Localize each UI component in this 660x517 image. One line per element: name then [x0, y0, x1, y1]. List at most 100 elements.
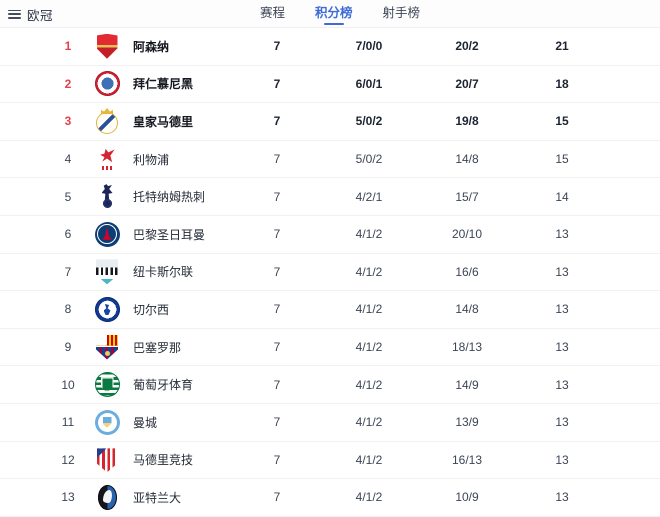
played-cell: 7 [273, 114, 281, 129]
chelsea-logo [94, 296, 120, 322]
team-name: 利物浦 [133, 152, 170, 167]
team-name: 托特纳姆热刺 [133, 190, 206, 205]
points-cell: 13 [555, 415, 569, 430]
team-name: 阿森纳 [133, 39, 170, 54]
table-row[interactable]: 13 亚特兰大 7 4/1/2 10/9 13 [0, 479, 660, 517]
goals-cell: 14/8 [455, 302, 479, 317]
goals-cell: 16/6 [455, 264, 479, 279]
record-cell: 5/0/2 [355, 152, 383, 167]
goals-cell: 13/9 [455, 415, 479, 430]
atalanta-logo [97, 484, 117, 510]
atletico-logo [96, 448, 118, 473]
played-cell: 7 [273, 340, 281, 355]
table-row[interactable]: 8 切尔西 7 4/1/2 14/8 13 [0, 291, 660, 329]
team-name: 马德里竞技 [133, 453, 194, 468]
team-name: 曼城 [133, 415, 158, 430]
record-cell: 4/1/2 [355, 302, 383, 317]
rank-cell: 9 [64, 340, 72, 355]
record-cell: 4/1/2 [355, 415, 383, 430]
table-row[interactable]: 12 马德里竞技 7 4/1/2 16/13 13 [0, 441, 660, 480]
goals-cell: 14/9 [455, 377, 479, 392]
played-cell: 7 [273, 39, 281, 54]
record-cell: 6/0/1 [355, 76, 383, 91]
rank-cell: 8 [64, 302, 72, 317]
table-row[interactable]: 3 皇家马德里 7 5/0/2 19/8 15 [0, 103, 660, 141]
table-row[interactable]: 7 纽卡斯尔联 7 4/1/2 16/6 13 [0, 253, 660, 292]
real-logo [96, 111, 118, 134]
table-row[interactable]: 10 葡萄牙体育 7 4/1/2 14/9 13 [0, 366, 660, 404]
bayern-logo [94, 71, 120, 97]
record-cell: 4/1/2 [355, 340, 383, 355]
sporting-logo [94, 372, 120, 398]
record-cell: 4/1/2 [355, 227, 383, 242]
points-cell: 14 [555, 189, 569, 204]
rank-cell: 5 [64, 189, 72, 204]
tab-schedule[interactable]: 赛程 [260, 6, 286, 20]
table-row[interactable]: 2 拜仁慕尼黑 7 6/0/1 20/7 18 [0, 65, 660, 104]
newcastle-logo [96, 259, 118, 285]
tab-standings[interactable]: 积分榜 [313, 0, 355, 28]
rank-cell: 6 [64, 227, 72, 242]
barca-logo [96, 334, 118, 360]
team-name: 巴塞罗那 [133, 340, 182, 355]
top-bar: 欧冠 赛程 积分榜 射手榜 [0, 0, 660, 28]
goals-cell: 16/13 [451, 452, 483, 467]
arsenal-logo [96, 33, 118, 59]
goals-cell: 19/8 [455, 114, 479, 129]
points-cell: 18 [555, 76, 569, 91]
team-name: 巴黎圣日耳曼 [133, 227, 206, 242]
record-cell: 4/1/2 [355, 452, 383, 467]
goals-cell: 20/7 [455, 76, 479, 91]
table-row[interactable]: 5 托特纳姆热刺 7 4/2/1 15/7 14 [0, 178, 660, 216]
points-cell: 13 [555, 227, 569, 242]
hamburger-menu-icon[interactable] [8, 9, 21, 19]
goals-cell: 20/2 [455, 39, 479, 54]
table-row[interactable]: 11 曼城 7 4/1/2 13/9 13 [0, 403, 660, 442]
played-cell: 7 [273, 189, 281, 204]
points-cell: 13 [555, 377, 569, 392]
played-cell: 7 [273, 490, 281, 505]
played-cell: 7 [273, 264, 281, 279]
rank-cell: 1 [64, 39, 72, 54]
team-name: 拜仁慕尼黑 [133, 77, 194, 92]
rank-cell: 4 [64, 152, 72, 167]
league-title: 欧冠 [27, 8, 54, 23]
table-row[interactable]: 1 阿森纳 7 7/0/0 20/2 21 [0, 28, 660, 66]
league-menu[interactable]: 欧冠 [8, 0, 53, 28]
rank-cell: 13 [61, 490, 75, 505]
rank-cell: 2 [64, 76, 72, 91]
record-cell: 4/1/2 [355, 490, 383, 505]
played-cell: 7 [273, 377, 281, 392]
team-name: 皇家马德里 [133, 114, 194, 129]
points-cell: 21 [555, 39, 569, 54]
tab-scorers[interactable]: 射手榜 [382, 6, 421, 20]
played-cell: 7 [273, 227, 281, 242]
points-cell: 13 [555, 340, 569, 355]
rank-cell: 7 [64, 264, 72, 279]
psg-logo [94, 221, 120, 247]
rank-cell: 12 [61, 452, 75, 467]
played-cell: 7 [273, 415, 281, 430]
points-cell: 13 [555, 302, 569, 317]
rank-cell: 3 [64, 114, 72, 129]
rank-cell: 11 [61, 415, 75, 430]
played-cell: 7 [273, 452, 281, 467]
played-cell: 7 [273, 76, 281, 91]
mancity-logo [94, 409, 120, 435]
record-cell: 4/1/2 [355, 264, 383, 279]
goals-cell: 20/10 [451, 227, 483, 242]
rank-cell: 10 [61, 377, 75, 392]
liverpool-logo [94, 146, 120, 172]
record-cell: 4/1/2 [355, 377, 383, 392]
team-name: 葡萄牙体育 [133, 378, 194, 393]
table-row[interactable]: 6 巴黎圣日耳曼 7 4/1/2 20/10 13 [0, 215, 660, 254]
record-cell: 4/2/1 [355, 189, 383, 204]
record-cell: 7/0/0 [355, 39, 383, 54]
table-row[interactable]: 9 巴塞罗那 7 4/1/2 18/13 13 [0, 328, 660, 367]
points-cell: 13 [555, 264, 569, 279]
team-name: 切尔西 [133, 302, 170, 317]
goals-cell: 14/8 [455, 152, 479, 167]
team-name: 纽卡斯尔联 [133, 265, 194, 280]
tab-bar: 赛程 积分榜 射手榜 [258, 0, 422, 28]
table-row[interactable]: 4 利物浦 7 5/0/2 14/8 15 [0, 140, 660, 179]
